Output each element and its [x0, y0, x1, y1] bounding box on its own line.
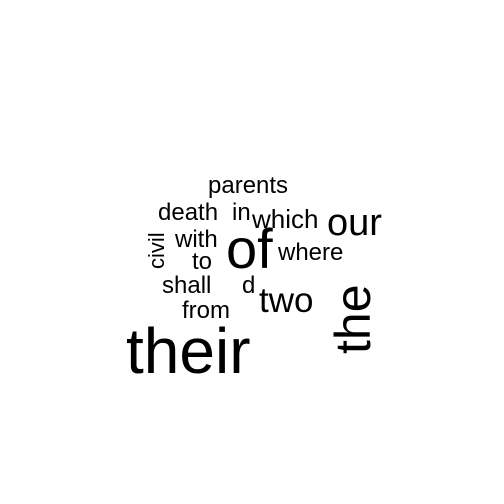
word-parents: parents — [208, 172, 289, 199]
word-in: in — [232, 199, 251, 226]
word-shall: shall — [162, 272, 212, 299]
word-from: from — [182, 297, 230, 324]
word-two: two — [259, 281, 314, 320]
word-civil: civil — [144, 232, 169, 269]
word-their: their — [126, 315, 251, 387]
word-where: where — [278, 239, 344, 266]
word-d: d — [242, 272, 256, 299]
word-which: which — [252, 204, 319, 234]
word-our: our — [327, 202, 382, 244]
word-of: of — [226, 217, 273, 280]
word-the: the — [325, 284, 381, 354]
word-death: death — [158, 199, 219, 226]
word-with: with — [175, 226, 218, 253]
word-to: to — [192, 248, 213, 275]
